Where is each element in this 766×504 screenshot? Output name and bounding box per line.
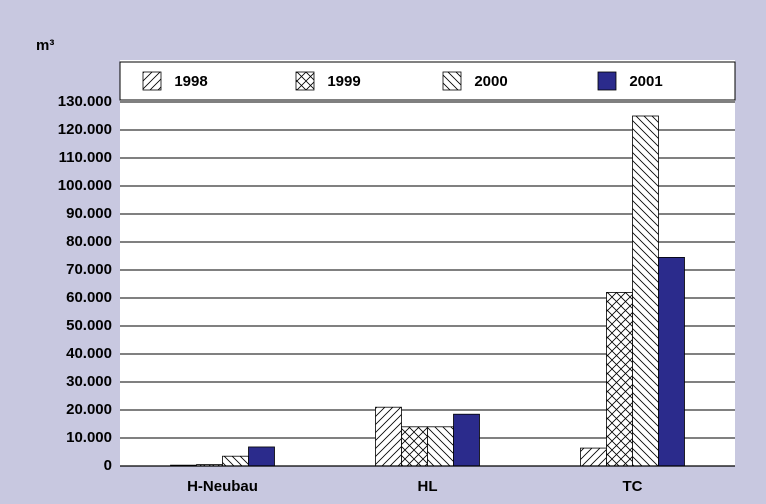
bar [427, 426, 454, 467]
legend [119, 61, 736, 101]
y-tick-label: 10.000 [66, 429, 112, 446]
bar [375, 406, 402, 467]
y-tick-label: 70.000 [66, 261, 112, 278]
legend-swatch [597, 71, 617, 91]
bar [632, 115, 659, 467]
legend-swatch [295, 71, 315, 91]
bar [453, 413, 480, 467]
x-tick-label: H-Neubau [187, 478, 258, 495]
y-tick-label: 20.000 [66, 401, 112, 418]
legend-label: 1998 [174, 73, 207, 90]
legend-label: 1999 [327, 73, 360, 90]
legend-swatch [442, 71, 462, 91]
legend-swatch [142, 71, 162, 91]
y-tick-label: 40.000 [66, 345, 112, 362]
y-tick-label: 100.000 [58, 177, 112, 194]
bar [580, 447, 607, 467]
y-tick-label: 60.000 [66, 289, 112, 306]
bar [658, 256, 685, 467]
bar [606, 291, 633, 467]
y-tick-label: 130.000 [58, 93, 112, 110]
y-tick-label: 90.000 [66, 205, 112, 222]
y-tick-label: 120.000 [58, 121, 112, 138]
bar [248, 446, 275, 467]
y-tick-label: 30.000 [66, 373, 112, 390]
y-axis-label: m³ [36, 37, 54, 54]
x-tick-label: HL [418, 478, 438, 495]
bar [222, 455, 249, 467]
legend-label: 2001 [629, 73, 662, 90]
bar [401, 426, 428, 467]
y-tick-label: 110.000 [59, 149, 112, 166]
y-tick-label: 80.000 [66, 233, 112, 250]
y-tick-label: 0 [104, 457, 112, 474]
legend-label: 2000 [474, 73, 507, 90]
x-tick-label: TC [623, 478, 643, 495]
y-tick-label: 50.000 [66, 317, 112, 334]
